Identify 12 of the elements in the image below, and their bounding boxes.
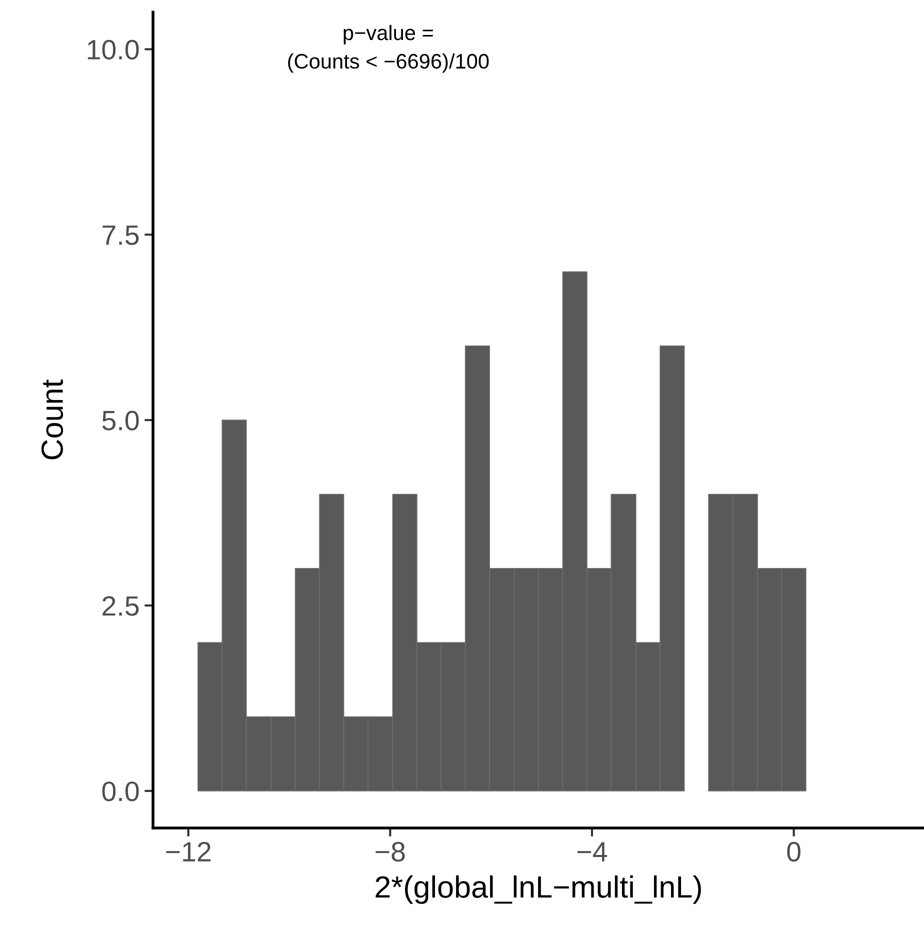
x-tick-label: −4: [578, 842, 608, 862]
x-axis-title: 2*(global_lnL−multi_lnL): [376, 875, 701, 904]
y-tick-label: 5.0: [102, 410, 139, 430]
annotation: p−value = (Counts < −6696)/100: [288, 24, 489, 73]
x-tick-label: −8: [376, 842, 405, 862]
x-tick-label: 0: [787, 842, 800, 862]
y-tick-label: 2.5: [102, 596, 139, 616]
y-tick-label: 10.0: [88, 40, 139, 60]
y-tick-label: 0.0: [102, 782, 139, 802]
y-tick-label: 7.5: [102, 226, 139, 245]
x-tick-label: −12: [166, 842, 210, 862]
y-axis-title: Count: [41, 380, 64, 460]
